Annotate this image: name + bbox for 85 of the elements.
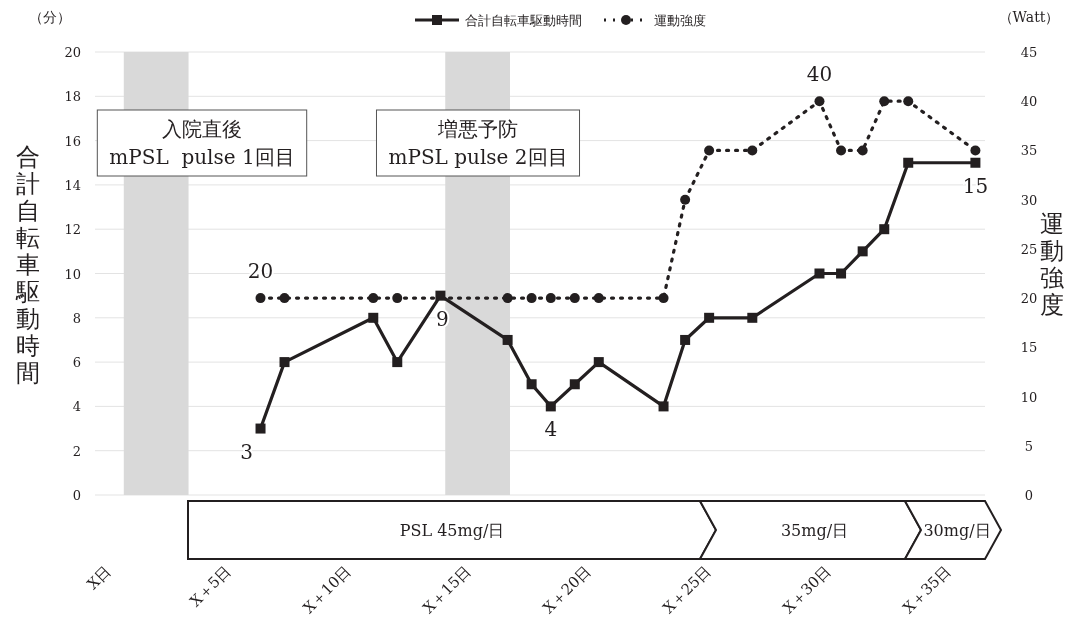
point [658,293,669,304]
point [658,401,669,412]
point [704,145,715,156]
annotation: 入院直後 mPSL pulse 1回目 [109,117,295,169]
point [704,312,715,323]
point [368,312,379,323]
point [593,357,604,368]
y-tick-label: 2 [72,443,81,459]
point [569,293,580,304]
x-tick-label: X＋30日 [779,562,835,618]
point [903,157,914,168]
text: PSL 45mg/日 [399,521,505,540]
y2-tick-label: 25 [1020,241,1038,257]
x-tick-label: X＋5日 [186,562,235,611]
text: （分） [29,9,71,25]
point [879,96,890,107]
point [279,357,290,368]
point [836,268,847,279]
point [368,293,379,304]
point [255,423,266,434]
y-tick-label: 20 [64,45,81,60]
y2-tick-label: 40 [1020,94,1038,110]
x-tick-label: X＋20日 [539,562,595,618]
point [255,293,266,304]
point [502,334,513,345]
point [879,224,890,235]
y2-tick-label: 35 [1020,143,1038,159]
text: 合計自転車駆動時間 [16,143,40,387]
legend-label: 運動強度 [654,13,706,28]
data-label: 15 [962,173,989,198]
point [526,293,537,304]
legend-label: 合計自転車駆動時間 [465,13,582,28]
point [680,334,691,345]
y-tick-label: 18 [64,89,81,105]
point [747,145,758,156]
x-tick-label: X＋10日 [299,562,355,618]
y-tick-label: 4 [72,399,81,415]
point [392,357,403,368]
point [392,293,403,304]
point [970,157,981,168]
data-label: 3 [240,439,253,464]
point [903,96,914,107]
y2-tick-label: 15 [1020,340,1038,356]
point [857,246,868,257]
point [680,194,691,205]
text: （Watt） [998,9,1060,25]
point [545,401,556,412]
y2-tick-label: 30 [1020,192,1038,208]
y-tick-label: 0 [72,488,81,503]
y2-tick-label: 20 [1020,291,1038,307]
y2-tick-label: 5 [1024,438,1034,454]
x-tick-label: X日 [83,562,115,593]
text: 30mg/日 [923,521,991,540]
y-tick-label: 6 [72,355,81,371]
y2-axis-title: 運動強度 [1040,210,1064,319]
x-tick-label: X＋15日 [419,562,475,618]
point [814,268,825,279]
point [747,312,758,323]
data-label: 9 [436,306,449,331]
y2-tick-label: 45 [1020,45,1038,60]
x-tick-label: X＋25日 [659,562,715,618]
y-tick-label: 10 [64,266,81,282]
data-label: 40 [806,62,833,87]
y-tick-label: 12 [64,222,81,238]
point [593,293,604,304]
y2-tick-label: 0 [1024,488,1034,503]
y2-tick-label: 10 [1020,389,1038,405]
point [526,379,537,390]
point [857,145,868,156]
point [569,379,580,390]
point [435,290,446,301]
x-tick-label: X＋35日 [899,562,955,618]
y-tick-label: 14 [64,177,81,193]
point [836,145,847,156]
y-tick-label: 8 [72,310,81,326]
y-tick-label: 16 [64,133,81,149]
data-label: 20 [247,259,274,284]
data-label: 4 [544,417,558,442]
text: 35mg/日 [780,521,849,540]
annotation: 増悪予防 mPSL pulse 2回目 [388,117,568,169]
point [502,293,513,304]
point [970,145,981,156]
point [279,293,290,304]
point [545,293,556,304]
point [814,96,825,107]
